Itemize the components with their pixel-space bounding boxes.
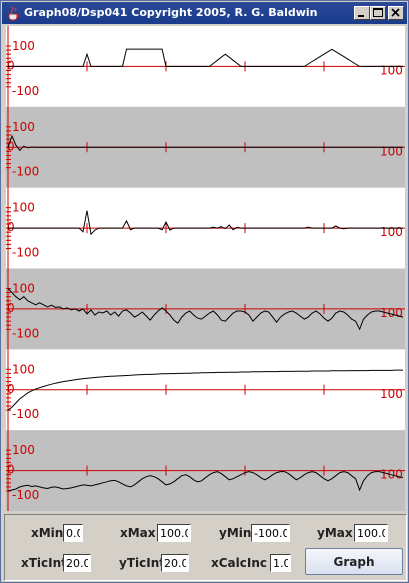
series-line xyxy=(7,288,404,331)
y-zero-label: 0 xyxy=(7,139,15,153)
close-button[interactable] xyxy=(388,6,404,20)
y-max-label: 100 xyxy=(12,443,35,457)
plot-canvas: 100 0 -100 100 100 0 -100 100 100 0 -100 100 100 0 -10… xyxy=(6,26,405,511)
ymax-label: yMax xyxy=(317,526,353,540)
y-zero-label: 0 xyxy=(7,220,15,234)
ymax-input[interactable] xyxy=(354,524,388,542)
xticint-input[interactable] xyxy=(63,554,91,572)
y-zero-label: 0 xyxy=(7,382,15,396)
graph-button[interactable]: Graph xyxy=(305,548,403,575)
y-min-label: -100 xyxy=(12,84,39,98)
series-line xyxy=(8,210,403,236)
y-min-label: -100 xyxy=(12,165,39,179)
xcalcinc-input[interactable] xyxy=(270,554,291,572)
xmax-input[interactable] xyxy=(157,524,191,542)
series-line xyxy=(8,48,403,67)
y-max-label: 100 xyxy=(12,282,35,296)
right-label: 100 xyxy=(380,306,403,320)
ymin-input[interactable] xyxy=(251,524,290,542)
y-max-label: 100 xyxy=(12,201,35,215)
java-cup-icon xyxy=(6,5,22,21)
yticint-label: yTicInt xyxy=(119,556,165,570)
xmin-input[interactable] xyxy=(63,524,83,542)
maximize-button[interactable] xyxy=(370,6,386,20)
window-title: Graph08/Dsp041 Copyright 2005, R. G. Bal… xyxy=(24,6,318,19)
plot-svg: 100 0 -100 100 100 0 -100 100 100 0 -100 100 100 0 -10… xyxy=(6,26,405,511)
y-zero-label: 0 xyxy=(7,58,15,72)
xmax-label: xMax xyxy=(120,526,156,540)
title-bar[interactable]: Graph08/Dsp041 Copyright 2005, R. G. Bal… xyxy=(2,2,407,24)
xcalcinc-label: xCalcInc xyxy=(211,556,267,570)
right-label: 100 xyxy=(380,225,403,239)
xmin-label: xMin xyxy=(31,526,64,540)
y-zero-label: 0 xyxy=(7,463,15,477)
right-label: 100 xyxy=(380,63,403,77)
y-max-label: 100 xyxy=(12,39,35,53)
minimize-button[interactable] xyxy=(354,6,370,20)
right-label: 100 xyxy=(380,144,403,158)
y-min-label: -100 xyxy=(12,407,39,421)
yticint-input[interactable] xyxy=(161,554,189,572)
control-panel: xMin xMax yMin yMax xTicInt yTicInt xCal… xyxy=(4,514,407,581)
series-line xyxy=(7,369,403,411)
y-zero-label: 0 xyxy=(7,301,15,315)
right-label: 100 xyxy=(380,387,403,401)
y-max-label: 100 xyxy=(12,120,35,134)
ymin-label: yMin xyxy=(219,526,252,540)
y-min-label: -100 xyxy=(12,488,39,502)
y-min-label: -100 xyxy=(12,326,39,340)
series-line xyxy=(7,134,403,152)
xticint-label: xTicInt xyxy=(21,556,67,570)
y-min-label: -100 xyxy=(12,246,39,260)
y-max-label: 100 xyxy=(12,362,35,376)
series-line xyxy=(7,471,404,492)
